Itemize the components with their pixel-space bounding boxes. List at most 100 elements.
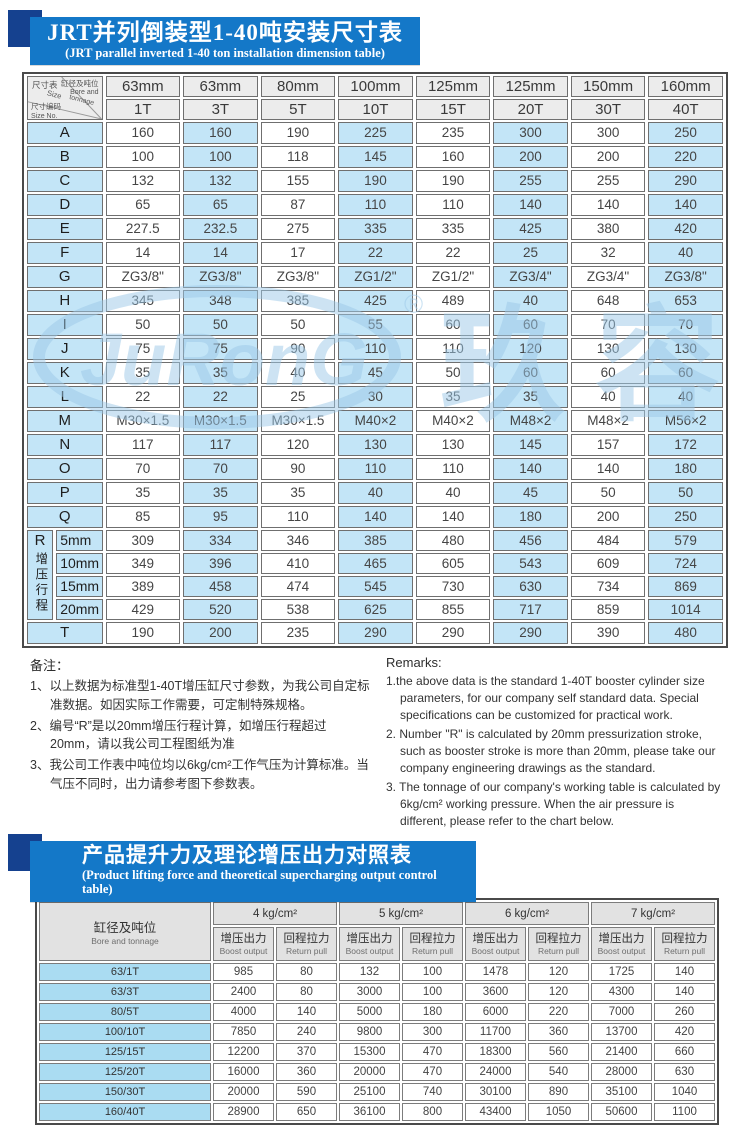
- output-value-cell: 6000: [465, 1003, 526, 1022]
- dimension-value-cell: 543: [493, 553, 568, 574]
- dimension-value-cell: ZG1/2": [415, 266, 491, 288]
- dimension-value-cell: 75: [183, 338, 258, 360]
- dimension-value-cell: 480: [648, 622, 723, 644]
- bore-header-cell: 160mm: [648, 76, 723, 97]
- dimension-value-cell: ZG3/8": [260, 266, 336, 288]
- tonnage-header-cell: 1T: [105, 99, 181, 120]
- dimension-value-cell: 55: [338, 314, 413, 336]
- dimension-value-cell: M48×2: [570, 410, 646, 432]
- table-row: I 50 50 50 55 60 60 70 70: [27, 314, 723, 336]
- dimension-value-cell: 255: [493, 170, 568, 192]
- pressure-header-cell: 5 kg/cm²: [339, 902, 463, 926]
- tonnage-header-cell: 30T: [570, 99, 646, 120]
- table-row: 160/40T 28900 650 36100 800 43400 1050 50600 110…: [39, 1103, 715, 1122]
- output-value-cell: 890: [528, 1083, 589, 1102]
- section2-title-chinese: 产品提升力及理论增压出力对照表: [82, 843, 412, 868]
- dimension-value-cell: 25: [493, 242, 568, 264]
- dimension-value-cell: 17: [260, 242, 336, 264]
- dimension-value-cell: 118: [260, 146, 336, 168]
- output-value-cell: 28000: [591, 1063, 652, 1082]
- table-row: Q 85 95 110 140 140 180 200 250: [27, 506, 723, 528]
- dimension-value-cell: 250: [648, 122, 723, 144]
- r-stroke-group-cell: R 增压行程: [27, 530, 54, 620]
- corner-bore-label-en1: Bore and: [70, 89, 99, 96]
- output-value-cell: 25100: [339, 1083, 400, 1102]
- dimension-value-cell: ZG1/2": [338, 266, 413, 288]
- boost-output-header-cell-cn: 增压出力: [346, 933, 393, 945]
- output-value-cell: 360: [528, 1023, 589, 1042]
- output-value-cell: 540: [528, 1063, 589, 1082]
- table-row: C 132 132 155 190 190 255 255 290: [27, 170, 723, 192]
- bore-tonnage-label-cell: 63/1T: [39, 963, 211, 982]
- dimension-value-cell: 60: [493, 362, 568, 384]
- diagonal-corner-cell: 尺寸表 Size 缸径及吨位 Bore and tonnage 尺寸编码 Siz…: [27, 76, 103, 120]
- dimension-value-cell: 380: [570, 218, 646, 240]
- r-group-letter: R: [34, 532, 46, 549]
- bore-tonnage-label-cell: 125/15T: [39, 1043, 211, 1062]
- bore-header-cell: 150mm: [570, 76, 646, 97]
- output-value-cell: 560: [528, 1043, 589, 1062]
- output-value-cell: 12200: [213, 1043, 274, 1062]
- dimension-value-cell: 40: [415, 482, 491, 504]
- boost-output-header-cell: 增压出力 Boost output: [591, 927, 652, 962]
- dimension-value-cell: 120: [260, 434, 336, 456]
- row-label-cell: G: [27, 266, 103, 288]
- tonnage-header-cell: 5T: [260, 99, 336, 120]
- output-value-cell: 18300: [465, 1043, 526, 1062]
- output-value-cell: 35100: [591, 1083, 652, 1102]
- dimension-value-cell: 348: [183, 290, 258, 312]
- output-value-cell: 50600: [591, 1103, 652, 1122]
- dimension-value-cell: 140: [570, 458, 646, 480]
- corner-label-cn: 缸径及吨位: [93, 921, 157, 936]
- dimension-value-cell: 200: [183, 622, 258, 644]
- table-row: H 345 348 385 425 489 40 648 653: [27, 290, 723, 312]
- dimension-value-cell: 227.5: [105, 218, 181, 240]
- boost-output-header-cell: 增压出力 Boost output: [339, 927, 400, 962]
- output-value-cell: 300: [402, 1023, 463, 1042]
- dimension-value-cell: 396: [183, 553, 258, 574]
- tonnage-header-cell: 15T: [415, 99, 491, 120]
- table-row: 150/30T 20000 590 25100 740 30100 890 35100 1040: [39, 1083, 715, 1102]
- dimension-value-cell: 648: [570, 290, 646, 312]
- dimension-value-cell: 130: [570, 338, 646, 360]
- dimension-value-cell: M30×1.5: [183, 410, 258, 432]
- dimension-value-cell: 140: [493, 194, 568, 216]
- dimension-value-cell: 724: [648, 553, 723, 574]
- output-value-cell: 660: [654, 1043, 715, 1062]
- dimension-value-cell: 275: [260, 218, 336, 240]
- output-comparison-table-wrap: 缸径及吨位 Bore and tonnage 4 kg/cm² 5 kg/cm² 6…: [35, 898, 719, 1125]
- output-value-cell: 420: [654, 1023, 715, 1042]
- dimension-value-cell: 190: [338, 170, 413, 192]
- output-subheader-row: 增压出力 Boost output 回程拉力 Return pull 增压出力 Boost…: [39, 927, 715, 962]
- dimension-value-cell: 180: [493, 506, 568, 528]
- dimension-value-cell: 50: [570, 482, 646, 504]
- output-value-cell: 80: [276, 983, 337, 1002]
- note-item: 1、以上数据为标准型1-40T增压缸尺寸参数，为我公司自定标准数据。如因实际工作…: [30, 679, 370, 712]
- dimension-value-cell: 630: [493, 576, 568, 597]
- row-label-cell: A: [27, 122, 103, 144]
- dimension-value-cell: 110: [338, 194, 413, 216]
- row-label-cell: N: [27, 434, 103, 456]
- dimension-value-cell: 50: [415, 362, 491, 384]
- dimension-value-cell: 130: [415, 434, 491, 456]
- pressure-header-cell: 6 kg/cm²: [465, 902, 589, 926]
- dimension-value-cell: 50: [648, 482, 723, 504]
- notes-english-title: Remarks:: [386, 655, 442, 670]
- output-value-cell: 1725: [591, 963, 652, 982]
- output-value-cell: 240: [276, 1023, 337, 1042]
- dimension-value-cell: 200: [570, 146, 646, 168]
- dimension-value-cell: 420: [648, 218, 723, 240]
- dimension-value-cell: 65: [183, 194, 258, 216]
- dimension-value-cell: 25: [260, 386, 336, 408]
- boost-output-header-cell-cn: 增压出力: [598, 933, 645, 945]
- dimension-value-cell: 40: [493, 290, 568, 312]
- dimension-value-cell: 140: [415, 506, 491, 528]
- dimension-value-cell: 70: [570, 314, 646, 336]
- dimension-value-cell: 480: [415, 530, 491, 551]
- table-row: T 190 200 235 290 290 290 390 480: [27, 622, 723, 644]
- dimension-value-cell: 65: [105, 194, 181, 216]
- section1-title-banner: JRT并列倒装型1-40吨安装尺寸表 (JRT parallel inverte…: [0, 8, 750, 68]
- output-value-cell: 650: [276, 1103, 337, 1122]
- output-value-cell: 1040: [654, 1083, 715, 1102]
- dimension-value-cell: 200: [493, 146, 568, 168]
